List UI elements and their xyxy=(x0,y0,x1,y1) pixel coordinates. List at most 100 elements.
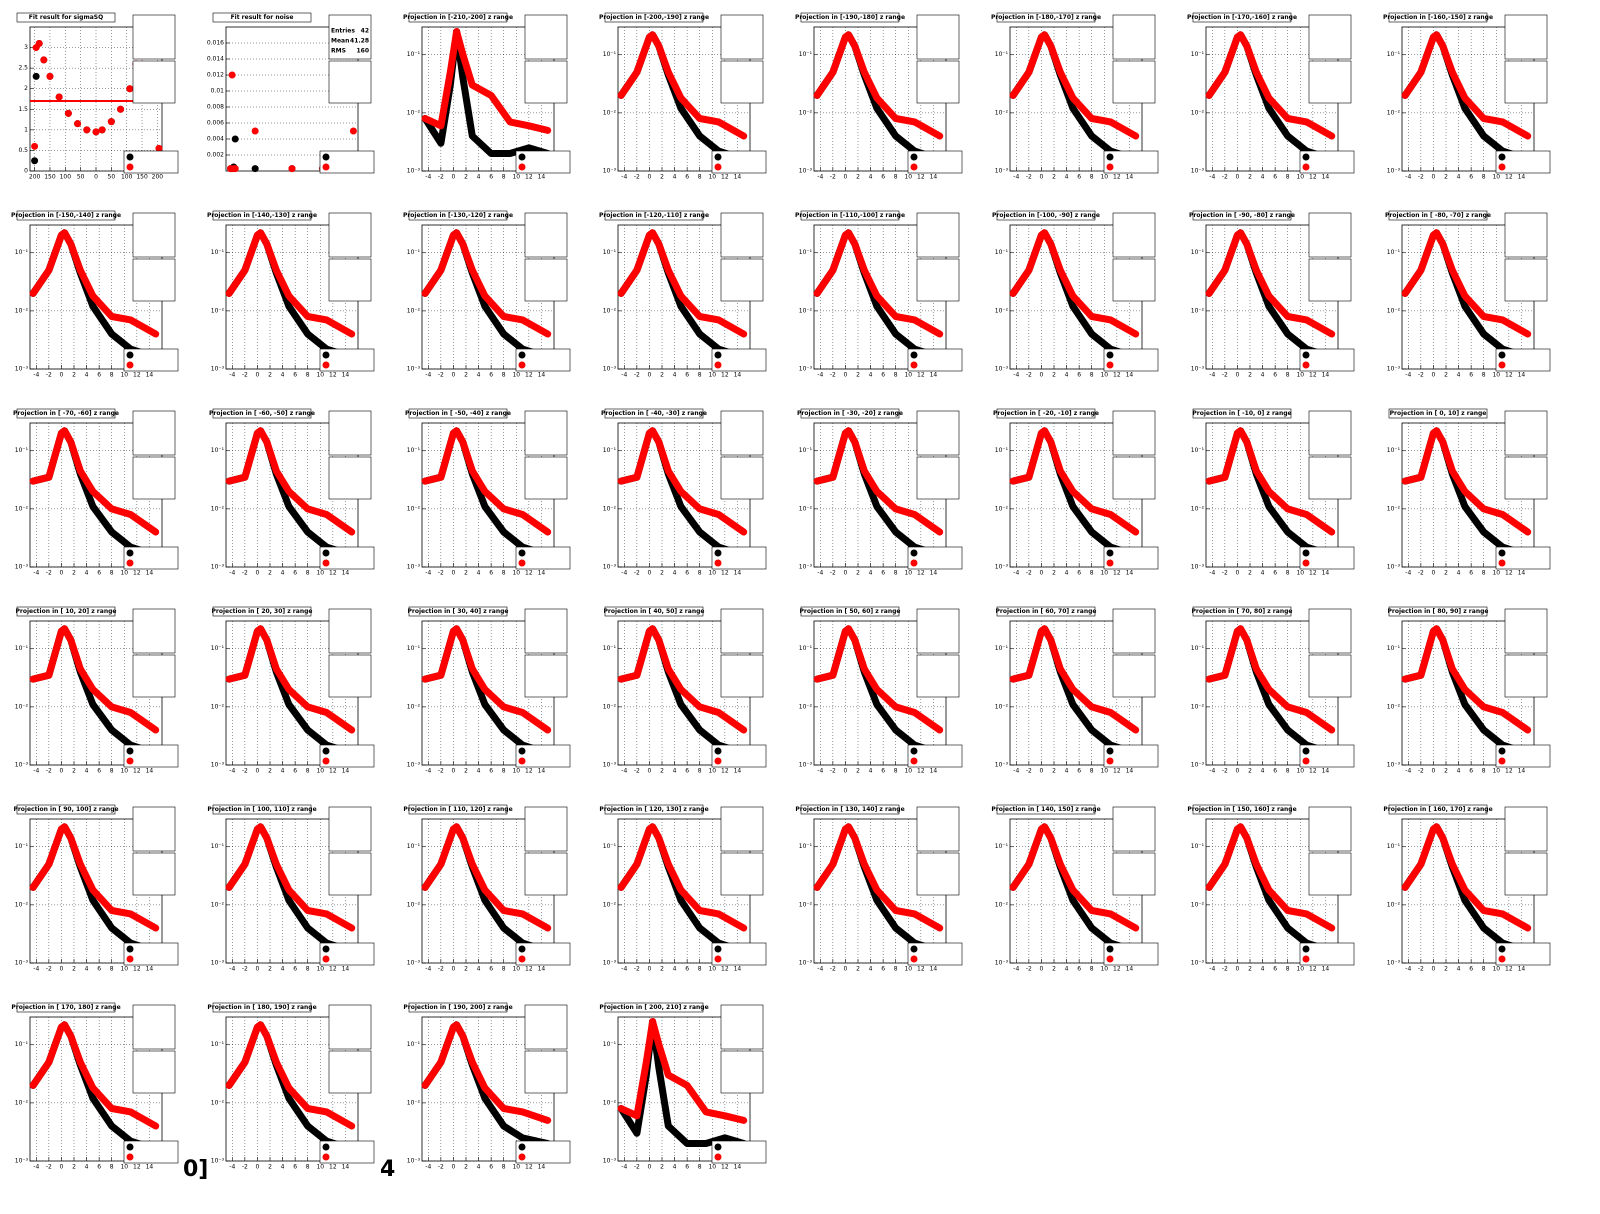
stats-box xyxy=(524,410,568,456)
x-tick-label: 2 xyxy=(464,966,468,973)
x-tick-label: 6 xyxy=(685,570,689,577)
legend-marker xyxy=(518,153,526,161)
y-tick-label: 10⁻³ xyxy=(995,564,1009,571)
x-tick-label: 0 xyxy=(452,768,456,775)
series-points xyxy=(813,823,944,932)
chart-title: Projection in [ 50, 60] z range xyxy=(800,608,901,615)
stats-box xyxy=(132,14,176,60)
x-tick-label: 12 xyxy=(525,966,533,973)
x-tick-label: 0 xyxy=(844,372,848,379)
x-tick-label: 12 xyxy=(1505,372,1513,379)
x-tick-label: 14 xyxy=(734,372,742,379)
y-tick-label: 10⁻¹ xyxy=(995,843,1009,850)
x-tick-label: -2 xyxy=(438,174,444,181)
y-tick-label: 10⁻¹ xyxy=(995,447,1009,454)
x-tick-label: 6 xyxy=(1273,768,1277,775)
y-tick-label: 10⁻¹ xyxy=(407,1041,421,1048)
y-tick-label: 10⁻³ xyxy=(603,1158,617,1165)
y-tick-label: 10⁻³ xyxy=(995,960,1009,967)
x-tick-label: 10 xyxy=(1296,372,1304,379)
y-tick-label: 10⁻¹ xyxy=(799,51,813,58)
y-tick-label: 0.008 xyxy=(207,104,224,111)
y-tick-label: 10⁻³ xyxy=(211,762,225,769)
y-tick-label: 10⁻³ xyxy=(407,762,421,769)
x-tick-label: 0 xyxy=(1236,570,1240,577)
legend-marker xyxy=(126,955,134,963)
stats-box xyxy=(916,258,960,302)
y-tick-label: 10⁻¹ xyxy=(1191,249,1205,256)
y-tick-label: 10⁻¹ xyxy=(603,249,617,256)
series-points xyxy=(1009,229,1140,338)
stats-box xyxy=(720,1050,764,1094)
x-tick-label: -4 xyxy=(1209,372,1215,379)
x-tick-label: 10 xyxy=(120,570,128,577)
x-tick-label: 2 xyxy=(1052,768,1056,775)
y-tick-label: 10⁻² xyxy=(211,505,225,512)
legend-marker xyxy=(1498,163,1506,171)
stats-box xyxy=(720,456,764,500)
y-tick-label: 10⁻¹ xyxy=(799,249,813,256)
stats-value: 42 xyxy=(361,28,369,35)
stats-box xyxy=(328,456,372,500)
y-tick-label: 10⁻² xyxy=(15,1099,29,1106)
chart-title: Projection in [ 190, 200] z range xyxy=(403,1004,512,1011)
y-tick-label: 10⁻¹ xyxy=(995,645,1009,652)
chart-title: Projection in [ 140, 150] z range xyxy=(991,806,1100,813)
legend-marker xyxy=(322,955,330,963)
stats-box xyxy=(916,60,960,104)
x-tick-label: 6 xyxy=(1077,570,1081,577)
legend-box xyxy=(515,150,571,174)
stats-box xyxy=(1504,258,1548,302)
title-box xyxy=(408,804,508,815)
x-tick-label: 2 xyxy=(268,372,272,379)
x-tick-label: 2 xyxy=(660,372,664,379)
data-point xyxy=(228,71,236,79)
x-tick-label: 6 xyxy=(489,1164,493,1171)
data-point xyxy=(92,128,100,136)
series-points xyxy=(1009,427,1140,536)
legend-box xyxy=(123,348,179,372)
legend-marker xyxy=(126,747,134,755)
legend-marker xyxy=(126,361,134,369)
title-box xyxy=(408,408,508,419)
x-tick-label: 6 xyxy=(97,768,101,775)
y-tick-label: 10⁻² xyxy=(1387,109,1401,116)
x-tick-label: 10 xyxy=(708,966,716,973)
x-tick-label: 2 xyxy=(464,1164,468,1171)
y-tick-label: 10⁻³ xyxy=(211,564,225,571)
y-tick-label: 10⁻¹ xyxy=(995,249,1009,256)
x-tick-label: 2 xyxy=(464,372,468,379)
x-tick-label: 4 xyxy=(281,966,285,973)
x-tick-label: -4 xyxy=(1405,372,1411,379)
x-tick-label: 14 xyxy=(734,768,742,775)
data-point xyxy=(32,72,40,80)
series-points xyxy=(1009,823,1140,932)
y-tick-label: 10⁻² xyxy=(1387,703,1401,710)
x-tick-label: 8 xyxy=(110,570,114,577)
y-tick-label: 10⁻¹ xyxy=(15,645,29,652)
legend-marker xyxy=(1106,351,1114,359)
stats-box xyxy=(1112,852,1156,896)
x-tick-label: 8 xyxy=(698,1164,702,1171)
legend-box xyxy=(1299,744,1355,768)
x-tick-label: 2 xyxy=(1444,966,1448,973)
stats-box xyxy=(1308,60,1352,104)
x-tick-label: 12 xyxy=(1505,174,1513,181)
legend-marker xyxy=(1498,747,1506,755)
data-point xyxy=(126,85,134,93)
stats-box xyxy=(132,608,176,654)
y-tick-label: 0.002 xyxy=(207,152,224,159)
x-tick-label: 0 xyxy=(1432,174,1436,181)
title-box xyxy=(408,12,508,23)
x-tick-label: 4 xyxy=(1457,768,1461,775)
x-tick-label: -4 xyxy=(1405,768,1411,775)
y-tick-label: 10⁻¹ xyxy=(407,51,421,58)
chart-title: Projection in [ -50, -40] z range xyxy=(405,410,511,417)
x-tick-label: 4 xyxy=(869,966,873,973)
x-tick-label: 6 xyxy=(1273,966,1277,973)
legend-marker xyxy=(1498,559,1506,567)
chart-title: Projection in [-180,-170] z range xyxy=(991,14,1101,21)
y-tick-label: 10⁻² xyxy=(995,703,1009,710)
y-tick-label: 10⁻² xyxy=(995,307,1009,314)
